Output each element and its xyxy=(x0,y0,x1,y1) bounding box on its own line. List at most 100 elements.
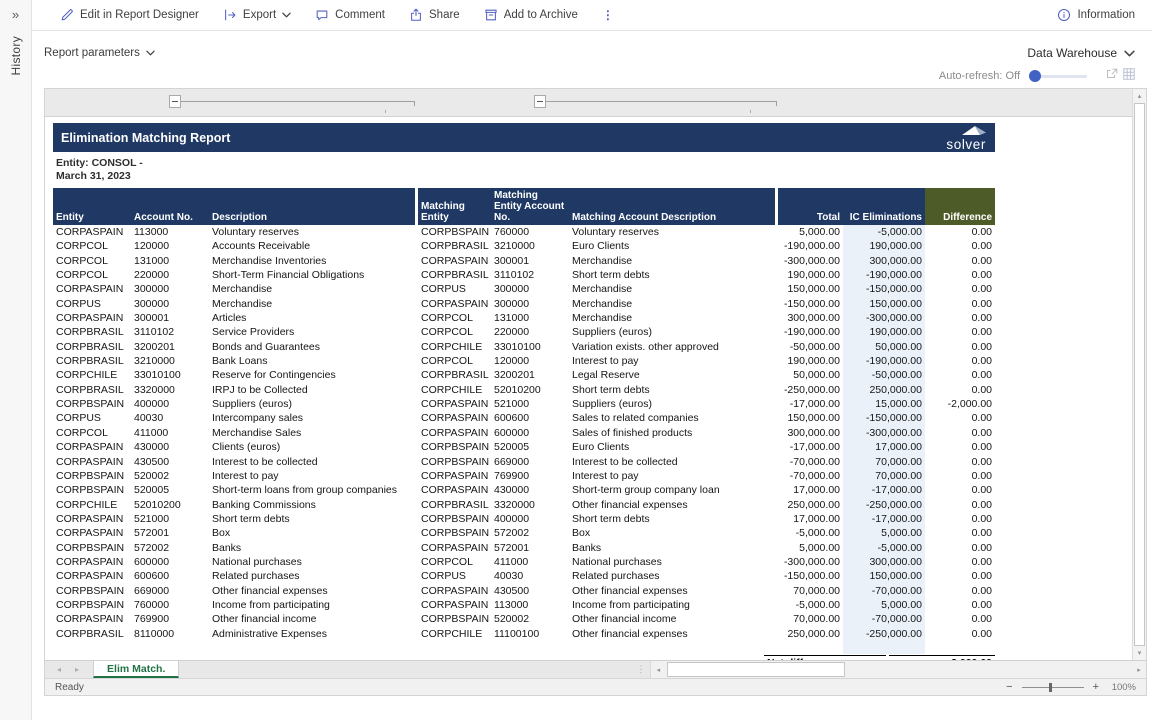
cell: 0.00 xyxy=(971,584,992,597)
report-subtitle: Entity: CONSOL - March 31, 2023 xyxy=(56,157,1132,183)
more-options-button[interactable]: ⋮ xyxy=(601,8,614,22)
cell: 52010200 xyxy=(134,498,181,511)
toggle-track xyxy=(1029,75,1087,78)
next-sheet-icon[interactable]: ▸ xyxy=(75,665,80,674)
horizontal-scrollbar[interactable]: ◂ ▸ xyxy=(650,661,1146,678)
cell: CORPASPAIN xyxy=(415,597,491,613)
scroll-down-icon[interactable]: ▾ xyxy=(1137,650,1142,657)
history-panel-rail: » History xyxy=(0,0,32,720)
cell: CORPASPAIN xyxy=(56,226,124,238)
cell: 3210000 xyxy=(134,355,175,368)
cell: 50,000.00 xyxy=(775,368,843,383)
report-parameters-dropdown[interactable]: Report parameters xyxy=(44,47,155,59)
cell: -300,000.00 xyxy=(843,425,925,441)
cell: 600000 xyxy=(494,426,530,439)
cell: 0.00 xyxy=(971,469,992,482)
cell: 0.00 xyxy=(971,383,992,396)
tab-navigation: ◂ ▸ xyxy=(45,661,93,678)
cell: CORPBSPAIN xyxy=(415,454,491,469)
cell: 0.00 xyxy=(971,484,992,497)
vertical-scrollbar[interactable]: ▴ ▾ xyxy=(1132,89,1146,660)
empty-cell xyxy=(53,641,131,654)
cell: 572001 xyxy=(494,541,530,554)
vertical-scroll-thumb[interactable] xyxy=(1134,103,1145,646)
cell: CORPBSPAIN xyxy=(56,598,125,611)
report-title-bar: Elimination Matching Report solver xyxy=(53,123,995,152)
expand-history-button[interactable]: » xyxy=(11,7,20,22)
solver-logo: solver xyxy=(946,123,986,152)
cell: CORPBSPAIN xyxy=(56,484,125,497)
cell: 520002 xyxy=(134,469,170,482)
cell: CORPASPAIN xyxy=(415,540,491,555)
cell: 220000 xyxy=(134,269,170,282)
scroll-right-icon[interactable]: ▸ xyxy=(1137,666,1141,674)
cell: 8110000 xyxy=(134,627,175,640)
comment-button[interactable]: Comment xyxy=(315,8,385,22)
tab-elim-match[interactable]: Elim Match. xyxy=(93,661,180,678)
grid-view-icon[interactable] xyxy=(1123,67,1135,85)
data-warehouse-dropdown[interactable]: Data Warehouse xyxy=(1027,46,1135,60)
cell: Other financial expenses xyxy=(572,498,688,511)
cell: Service Providers xyxy=(212,326,295,339)
cell: Interest to pay xyxy=(572,355,639,368)
cell: Legal Reserve xyxy=(572,369,640,382)
previous-sheet-icon[interactable]: ◂ xyxy=(57,665,62,674)
information-button[interactable]: Information xyxy=(1057,8,1135,22)
cell: 70,000.00 xyxy=(775,583,843,598)
parameters-row: Report parameters Data Warehouse xyxy=(32,31,1152,60)
cell: -17,000.00 xyxy=(775,397,843,412)
edit-in-report-designer-button[interactable]: Edit in Report Designer xyxy=(60,8,199,22)
cell: CORPCOL xyxy=(56,269,108,282)
cell: Voluntary reserves xyxy=(212,226,299,238)
collapse-group-button[interactable] xyxy=(169,95,181,108)
scroll-left-icon[interactable]: ◂ xyxy=(656,666,661,674)
zoom-slider-thumb[interactable] xyxy=(1048,682,1052,692)
net-difference-row: Net difference -2,000.00 xyxy=(53,654,995,660)
zoom-out-button[interactable]: − xyxy=(1006,681,1013,693)
splitter-handle[interactable]: ⋮ xyxy=(636,664,646,674)
horizontal-scroll-track[interactable] xyxy=(665,661,1132,678)
horizontal-scroll-thumb[interactable] xyxy=(667,662,846,677)
cell: 520005 xyxy=(134,484,170,497)
brand-text: solver xyxy=(946,137,986,153)
auto-refresh-toggle[interactable] xyxy=(1029,70,1087,82)
cell: CORPCHILE xyxy=(56,369,118,382)
cell: CORPBSPAIN xyxy=(415,526,491,541)
cell: 3320000 xyxy=(494,498,535,511)
cell: 0.00 xyxy=(971,527,992,540)
cell: 430500 xyxy=(134,455,170,468)
cell: Merchandise xyxy=(572,283,633,296)
share-button[interactable]: Share xyxy=(409,8,460,22)
cell: CORPBRASIL xyxy=(415,368,491,383)
cell: CORPUS xyxy=(415,569,491,584)
scroll-up-icon[interactable]: ▴ xyxy=(1137,93,1142,100)
group-line xyxy=(181,101,414,102)
open-in-new-window-icon[interactable] xyxy=(1106,67,1118,85)
column-header: Matching Entity Account No. xyxy=(491,188,569,225)
cell: 0.00 xyxy=(971,541,992,554)
cell: 70,000.00 xyxy=(775,612,843,627)
collapse-group-button[interactable] xyxy=(534,95,546,108)
cell: Other financial income xyxy=(572,613,677,626)
cell: 0.00 xyxy=(971,455,992,468)
cell: 0.00 xyxy=(971,340,992,353)
cell: Voluntary reserves xyxy=(572,226,659,238)
zoom-slider[interactable] xyxy=(1021,682,1084,692)
cell: 769900 xyxy=(134,613,170,626)
empty-cell xyxy=(131,641,209,654)
cell: 150,000.00 xyxy=(775,411,843,426)
cell: CORPBSPAIN xyxy=(415,511,491,527)
cell: Short-term loans from group companies xyxy=(212,484,397,497)
cell: 5,000.00 xyxy=(843,526,925,541)
net-difference-value: -2,000.00 xyxy=(889,654,995,660)
zoom-in-button[interactable]: + xyxy=(1092,681,1099,693)
add-to-archive-button[interactable]: Add to Archive xyxy=(484,8,578,22)
export-button[interactable]: Export xyxy=(223,8,291,22)
comment-label: Comment xyxy=(335,9,386,21)
cell: 150,000.00 xyxy=(843,296,925,312)
cell: Administrative Expenses xyxy=(212,627,327,640)
history-panel-tab[interactable]: History xyxy=(8,36,23,76)
cell: 131000 xyxy=(134,254,170,267)
cell: 300,000.00 xyxy=(843,253,925,269)
cell: Merchandise xyxy=(572,312,633,325)
